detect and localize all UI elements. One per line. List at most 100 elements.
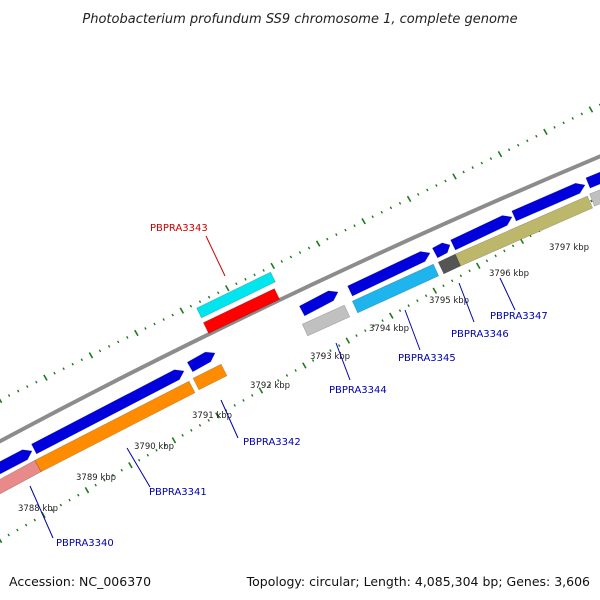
outer-tick — [480, 161, 484, 165]
inner-tick — [7, 533, 10, 537]
label-leader-line — [404, 309, 421, 351]
backbone-line — [0, 154, 600, 444]
cds-feature[interactable] — [298, 290, 339, 317]
label-leader-line — [205, 235, 226, 277]
inner-tick — [475, 262, 481, 269]
cds-feature[interactable] — [431, 242, 451, 259]
inner-tick — [398, 309, 402, 313]
outer-tick — [426, 188, 429, 192]
cds-feature[interactable] — [31, 369, 185, 455]
chromosome-backbone — [0, 154, 600, 444]
outer-tick — [107, 344, 111, 348]
outer-tick — [43, 374, 48, 381]
outer-tick — [298, 251, 302, 254]
cds-feature[interactable] — [585, 171, 600, 189]
outer-tick — [144, 327, 147, 330]
gene-label-PBPRA3344[interactable]: PBPRA3344 — [329, 385, 387, 396]
outer-tick — [535, 134, 538, 138]
label-leader-line — [335, 342, 351, 381]
outer-tick — [562, 121, 565, 125]
label-leader-line — [499, 277, 516, 311]
inner-tick — [171, 437, 177, 444]
cds-feature[interactable] — [347, 251, 431, 297]
cds-feature[interactable] — [186, 351, 216, 373]
outer-tick — [371, 215, 374, 219]
outer-tick — [0, 398, 3, 404]
outer-tick — [53, 371, 56, 375]
outer-tick — [162, 318, 165, 321]
inner-tick — [450, 279, 454, 283]
outer-tick — [353, 224, 356, 228]
inner-tick — [16, 528, 19, 532]
outer-tick — [270, 262, 276, 270]
gene-feature-PBPRA3341[interactable] — [34, 380, 196, 473]
inner-tick — [337, 344, 341, 347]
highlight-companion-feature[interactable] — [196, 271, 276, 319]
kbp-scale-label: 3792 kbp — [250, 381, 290, 391]
gene-label-PBPRA3342[interactable]: PBPRA3342 — [243, 437, 301, 448]
inner-tick — [68, 498, 71, 502]
outer-tick — [335, 233, 338, 237]
cds-feature[interactable] — [511, 182, 586, 222]
gene-label-PBPRA3346[interactable]: PBPRA3346 — [451, 329, 509, 340]
kbp-scale-label: 3788 kbp — [18, 504, 58, 514]
gene-label-PBPRA3340[interactable]: PBPRA3340 — [56, 538, 114, 549]
gene-label-PBPRA3345[interactable]: PBPRA3345 — [398, 353, 456, 364]
outer-tick — [244, 277, 247, 281]
label-leader-line — [458, 282, 475, 323]
inner-tick — [468, 269, 471, 273]
gene-label-PBPRA3341[interactable]: PBPRA3341 — [149, 487, 207, 498]
inner-tick — [511, 244, 515, 248]
inner-tick — [407, 304, 410, 308]
cds-feature[interactable] — [450, 215, 513, 251]
kbp-scale-label: 3794 kbp — [369, 324, 409, 334]
gene-label-PBPRA3343[interactable]: PBPRA3343 — [150, 223, 208, 234]
inner-tick — [24, 523, 28, 527]
gene-feature-PBPRA3344[interactable] — [301, 304, 351, 337]
gene-label-PBPRA3347[interactable]: PBPRA3347 — [490, 311, 548, 322]
kbp-scale-label: 3796 kbp — [489, 269, 529, 279]
inner-tick — [155, 448, 158, 452]
gene-feature-PBPRA3345[interactable] — [351, 263, 440, 314]
cds-feature[interactable] — [0, 449, 33, 478]
inner-tick — [277, 379, 280, 382]
outer-tick — [262, 268, 265, 272]
outer-tick — [489, 157, 493, 161]
outer-tick — [380, 210, 384, 214]
outer-tick — [253, 273, 256, 277]
label-leader-line — [29, 485, 54, 539]
inner-tick — [329, 349, 332, 352]
inner-tick — [345, 337, 351, 344]
outer-tick — [7, 394, 11, 397]
gene-feature[interactable] — [589, 187, 600, 207]
inner-tick — [0, 538, 3, 544]
inner-tick — [258, 387, 264, 394]
outer-tick — [526, 139, 529, 143]
inner-tick — [311, 359, 315, 362]
outer-tick — [507, 148, 511, 152]
outer-tick — [580, 112, 584, 116]
outer-tick — [516, 143, 520, 147]
inner-tick — [128, 462, 133, 469]
inner-tick — [207, 418, 210, 422]
outer-tick — [588, 106, 594, 113]
outer-tick — [71, 362, 74, 366]
gene-feature-PBPRA3347[interactable] — [455, 195, 593, 267]
outer-tick — [198, 300, 202, 304]
outer-tick — [389, 206, 393, 210]
gene-feature-PBPRA3343[interactable] — [202, 288, 281, 334]
inner-tick — [485, 259, 489, 263]
gene-feature-PBPRA3342[interactable] — [192, 363, 228, 391]
outer-tick — [171, 313, 174, 317]
inner-tick — [372, 324, 376, 328]
inner-tick — [59, 503, 63, 507]
outer-tick — [235, 282, 238, 286]
inner-tick — [590, 199, 593, 203]
inner-tick — [459, 274, 463, 278]
inner-tick — [416, 299, 419, 303]
inner-tick — [268, 384, 271, 387]
outer-tick — [116, 340, 120, 344]
outer-tick — [26, 385, 29, 388]
inner-tick — [494, 254, 497, 258]
outer-tick — [444, 179, 447, 183]
